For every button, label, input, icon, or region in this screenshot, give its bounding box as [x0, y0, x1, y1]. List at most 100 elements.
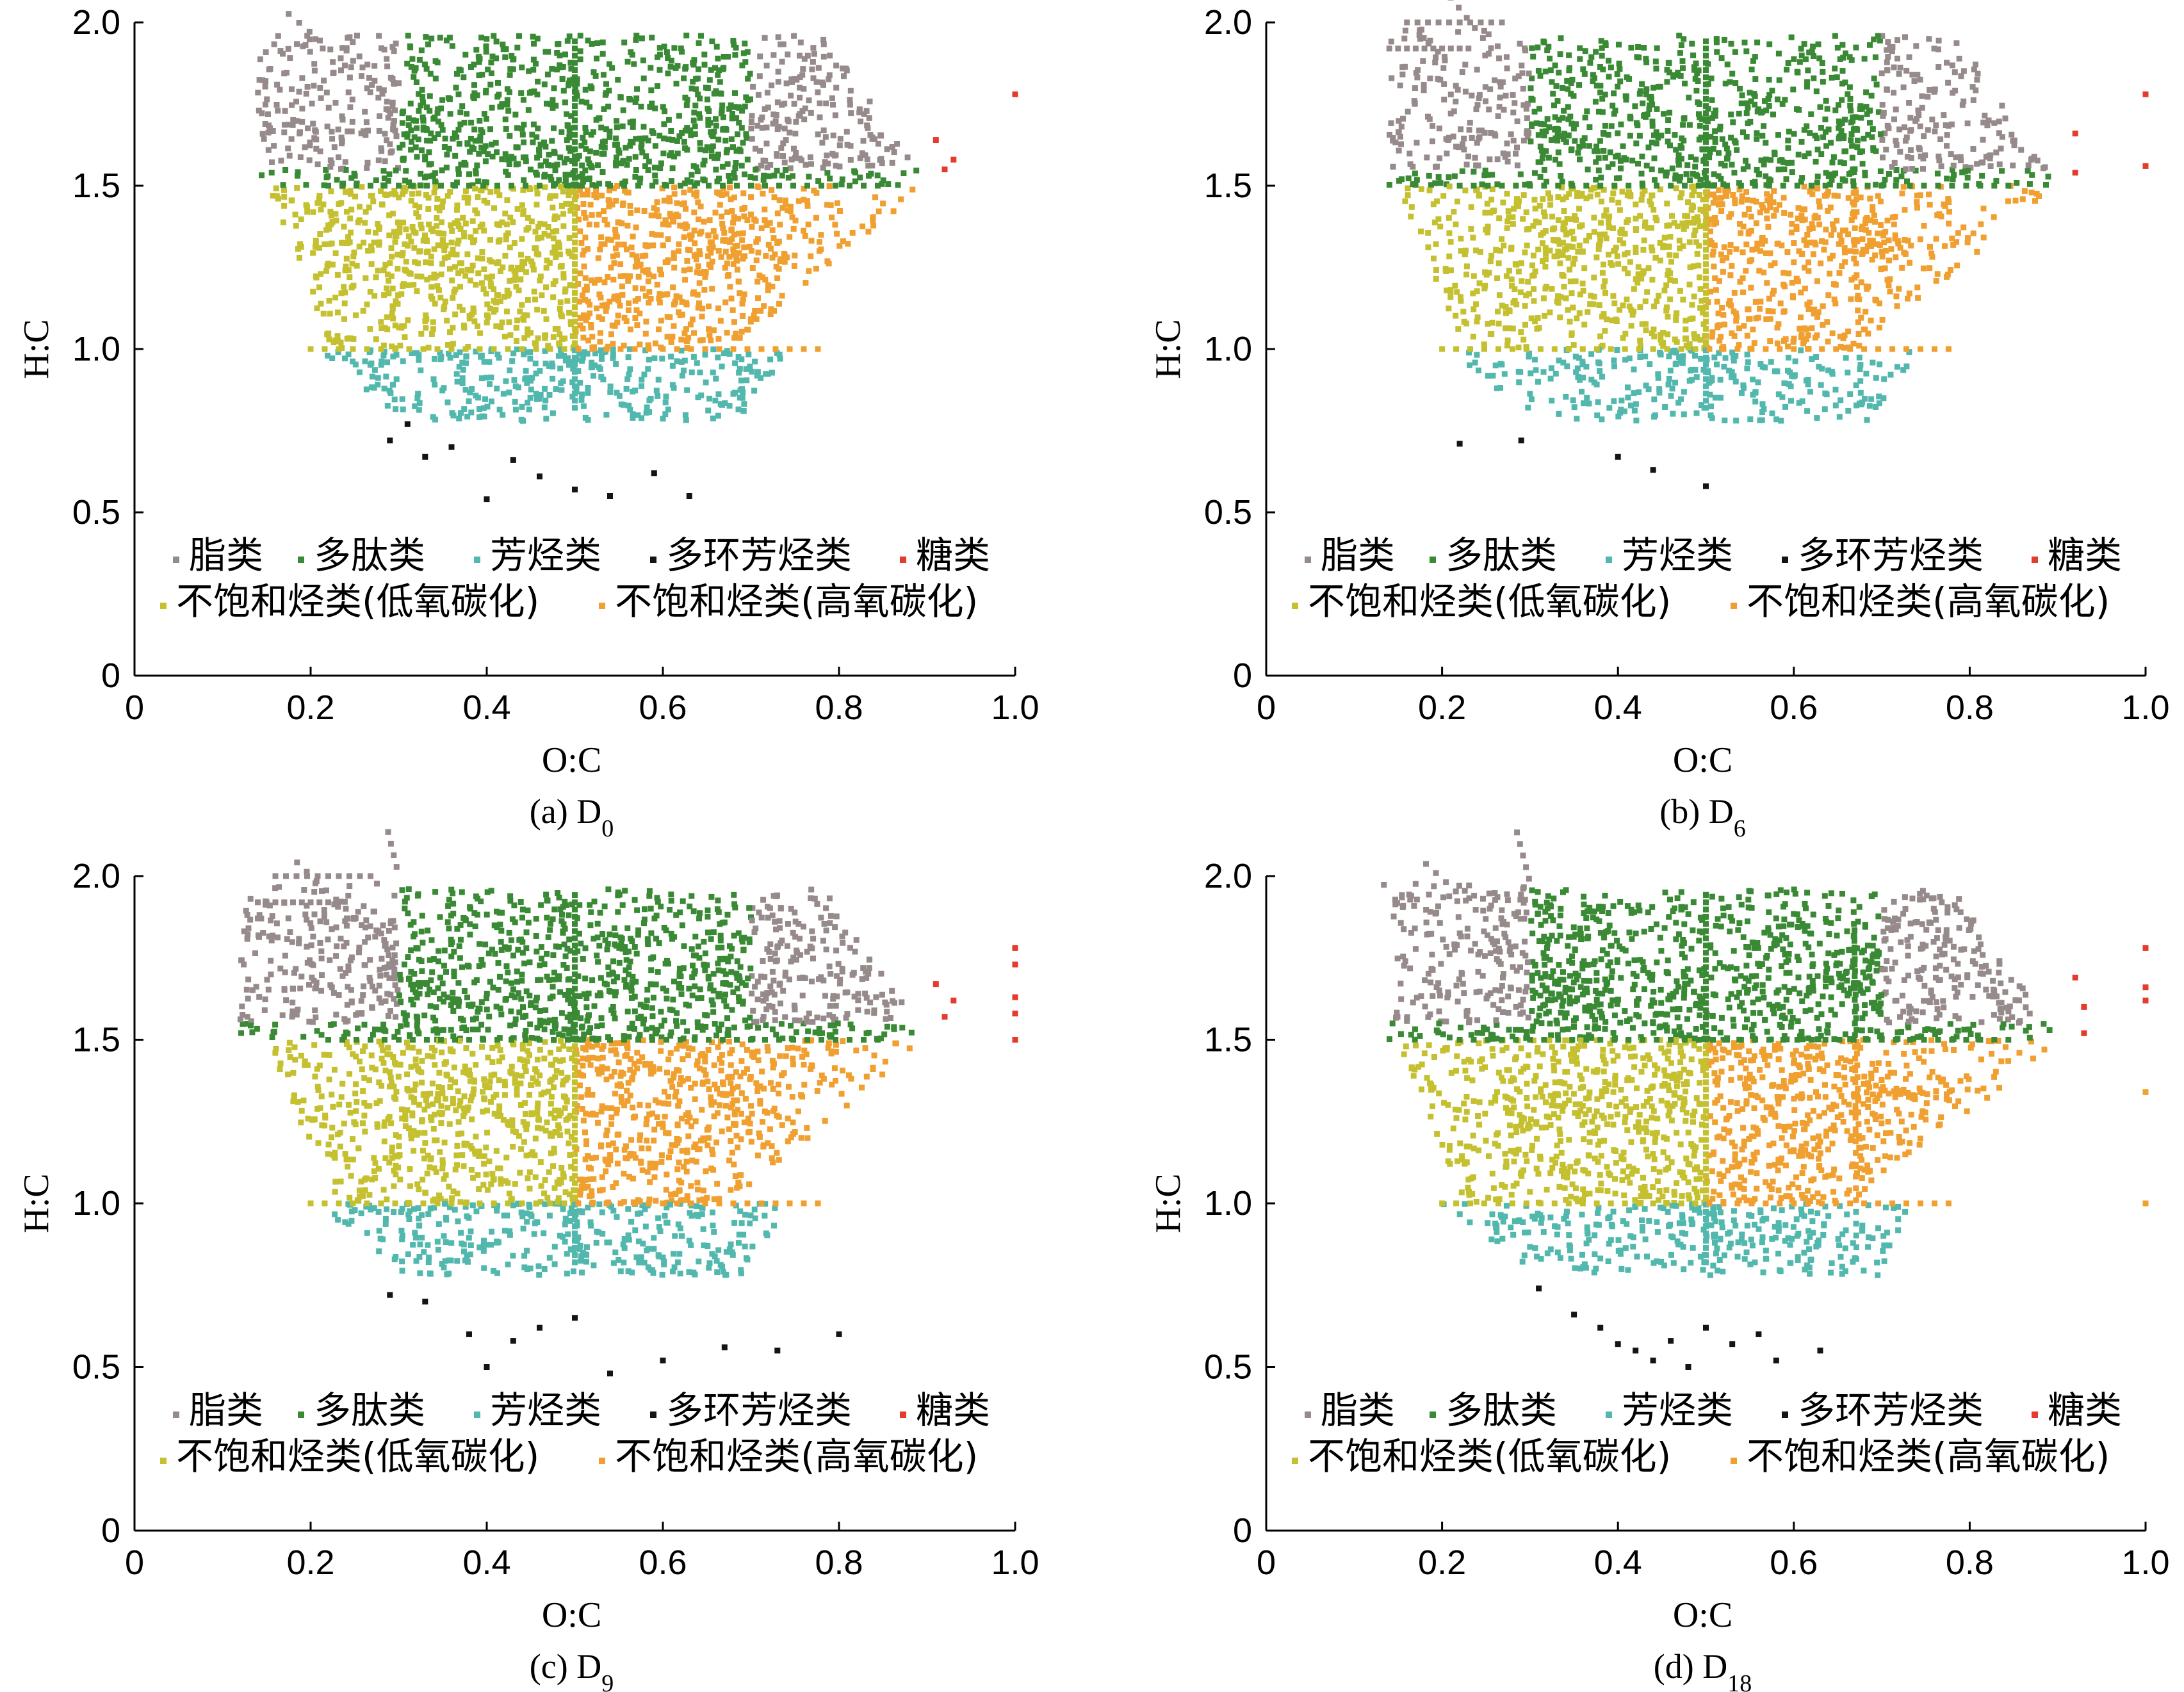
- peptide-point: [1667, 110, 1673, 116]
- peptide-point: [407, 44, 414, 51]
- unsat_low-point: [531, 288, 537, 295]
- peptide-point: [1823, 170, 1829, 176]
- peptide-point: [1802, 56, 1809, 63]
- unsat_high-point: [1741, 211, 1748, 218]
- aromatic-point: [463, 360, 469, 366]
- lipid-point: [1914, 72, 1921, 78]
- aromatic-point: [1633, 418, 1640, 424]
- unsat_low-point: [1452, 282, 1458, 289]
- peptide-point: [580, 134, 586, 141]
- peptide-point: [1649, 140, 1655, 145]
- unsat_low-point: [1531, 298, 1537, 304]
- lipid-point: [346, 34, 353, 40]
- unsat_high-point: [610, 277, 617, 283]
- peptide-point: [701, 158, 708, 164]
- lipid-point: [822, 159, 828, 165]
- lipid-point: [1447, 92, 1454, 97]
- lipid-point: [369, 82, 375, 88]
- lipid-point: [769, 82, 775, 88]
- unsat_low-point: [1574, 190, 1581, 196]
- unsat_low-point: [1583, 195, 1590, 202]
- lipid-point: [815, 131, 821, 138]
- peptide-point: [1599, 109, 1606, 115]
- aromatic-point: [1678, 396, 1684, 402]
- peptide-point: [738, 163, 745, 169]
- polycyclic-point: [537, 473, 542, 480]
- unsat_high-point: [1821, 247, 1827, 253]
- unsat_low-point: [388, 245, 395, 251]
- unsat_low-point: [1545, 190, 1551, 197]
- unsat_low-point: [462, 273, 469, 279]
- unsat_high-point: [1725, 188, 1731, 194]
- unsat_high-point: [687, 186, 694, 193]
- peptide-point: [1882, 177, 1888, 183]
- aromatic-point: [457, 349, 463, 355]
- unsat_low-point: [434, 283, 441, 289]
- unsat_high-point: [720, 225, 726, 231]
- aromatic-point: [416, 357, 422, 363]
- lipid-point: [1902, 34, 1908, 40]
- lipid-point: [863, 108, 870, 114]
- unsat_low-point: [1506, 268, 1512, 274]
- unsat_low-point: [389, 191, 395, 197]
- peptide-point: [712, 65, 718, 71]
- aromatic-point: [469, 386, 475, 392]
- peptide-point: [1707, 133, 1714, 140]
- peptide-point: [566, 125, 573, 131]
- unsat_high-point: [666, 195, 672, 201]
- unsat_low-point: [334, 333, 341, 339]
- unsat_high-point: [1733, 318, 1740, 324]
- aromatic-point: [607, 389, 614, 395]
- peptide-point: [631, 61, 637, 67]
- lipid-point: [282, 108, 288, 114]
- peptide-point: [1830, 154, 1837, 160]
- lipid-point: [1916, 145, 1922, 151]
- unsat_low-point: [555, 215, 560, 221]
- lipid-point: [1402, 28, 1408, 34]
- peptide-point: [453, 134, 460, 140]
- unsat_high-point: [1761, 269, 1767, 275]
- aromatic-point: [459, 380, 466, 387]
- lipid-point: [820, 53, 827, 60]
- aromatic-point: [735, 354, 742, 360]
- unsat_low-point: [281, 193, 288, 200]
- unsat_high-point: [625, 190, 632, 196]
- unsat_low-point: [1575, 248, 1581, 255]
- x-tick-label: 0.8: [815, 688, 863, 727]
- unsat_low-point: [1495, 260, 1502, 266]
- lipid-point: [271, 41, 277, 47]
- lipid-point: [1461, 147, 1467, 152]
- unsat_low-point: [378, 319, 384, 325]
- lipid-point: [363, 119, 370, 126]
- lipid-point: [1481, 129, 1488, 136]
- unsat_high-point: [1798, 212, 1805, 218]
- unsat_high-point: [767, 245, 774, 252]
- peptide-point: [1842, 177, 1848, 184]
- unsat_low-point: [1509, 282, 1515, 289]
- aromatic-point: [597, 366, 603, 372]
- unsat_low-point: [360, 307, 366, 314]
- lipid-point: [1891, 159, 1898, 166]
- unsat_high-point: [702, 273, 708, 280]
- unsat_high-point: [771, 194, 778, 200]
- lipid-point: [1460, 141, 1465, 147]
- peptide-point: [545, 162, 551, 168]
- lipid-point: [335, 126, 341, 133]
- lipid-point: [303, 90, 309, 97]
- peptide-point: [572, 60, 578, 66]
- unsat_high-point: [689, 316, 696, 323]
- unsat_low-point: [516, 287, 522, 293]
- peptide-point: [1543, 148, 1549, 154]
- peptide-point: [1617, 158, 1624, 164]
- lipid-point: [844, 142, 851, 148]
- unsat_high-point: [1864, 286, 1870, 292]
- aromatic-point: [1533, 367, 1539, 373]
- peptide-point: [1568, 80, 1574, 86]
- unsat_low-point: [1536, 202, 1543, 209]
- unsat_low-point: [1665, 331, 1671, 338]
- unsat_high-point: [813, 215, 819, 221]
- unsat_high-point: [697, 251, 703, 257]
- peptide-point: [572, 146, 578, 152]
- peptide-point: [689, 172, 695, 178]
- peptide-point: [1564, 77, 1570, 84]
